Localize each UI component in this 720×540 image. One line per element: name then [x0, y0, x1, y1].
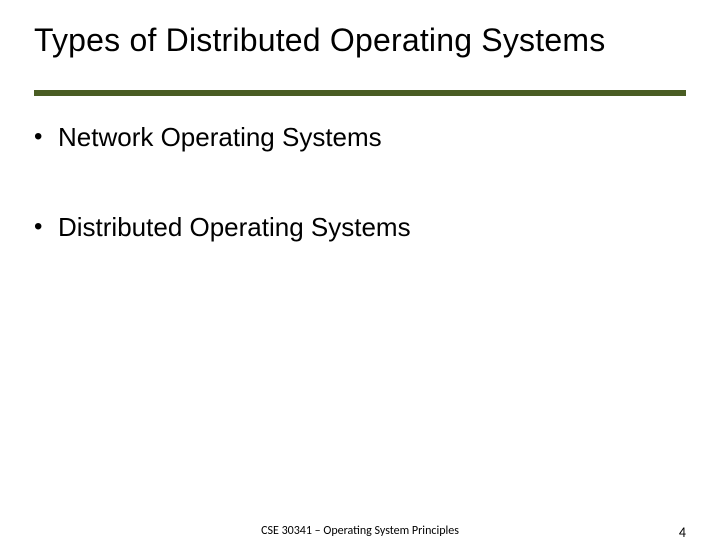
- bullet-list: • Network Operating Systems • Distribute…: [34, 120, 686, 300]
- slide-title-region: Types of Distributed Operating Systems: [34, 22, 686, 59]
- list-item: • Distributed Operating Systems: [34, 210, 686, 244]
- list-item: • Network Operating Systems: [34, 120, 686, 154]
- slide-title: Types of Distributed Operating Systems: [34, 22, 686, 59]
- bullet-text: Distributed Operating Systems: [58, 210, 411, 244]
- bullet-marker: •: [34, 210, 58, 244]
- footer-course-text: CSE 30341 – Operating System Principles: [0, 524, 720, 538]
- page-number: 4: [679, 524, 686, 540]
- bullet-marker: •: [34, 120, 58, 154]
- bullet-text: Network Operating Systems: [58, 120, 382, 154]
- slide-container: Types of Distributed Operating Systems •…: [0, 0, 720, 540]
- title-divider: [34, 90, 686, 96]
